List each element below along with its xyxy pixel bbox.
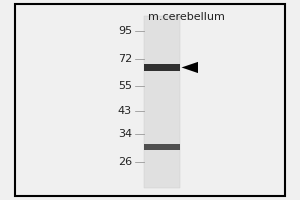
- Polygon shape: [182, 62, 198, 73]
- Text: m.cerebellum: m.cerebellum: [148, 12, 224, 22]
- Text: 43: 43: [118, 106, 132, 116]
- Bar: [144, 16, 180, 188]
- Text: 26: 26: [118, 157, 132, 167]
- Text: 72: 72: [118, 54, 132, 64]
- Bar: [144, 144, 180, 150]
- Text: 55: 55: [118, 81, 132, 91]
- Text: 34: 34: [118, 129, 132, 139]
- Text: 95: 95: [118, 26, 132, 36]
- Bar: [144, 64, 180, 71]
